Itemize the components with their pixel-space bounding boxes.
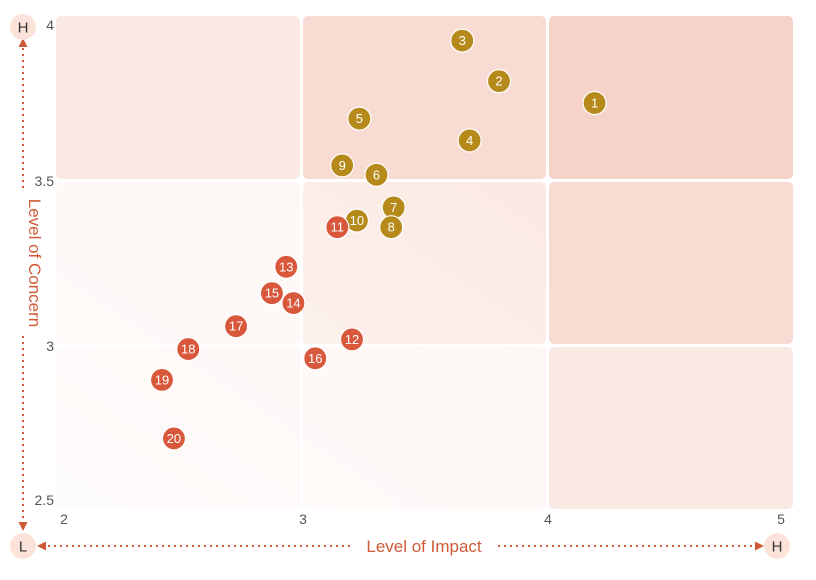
data-point-label: 9 [339,158,346,173]
data-point-label: 5 [356,111,363,126]
y-tick-label: 3.5 [35,173,55,189]
tick-labels: 2 3 4 5 2.5 3 3.5 4 [35,17,786,527]
y-end-label-badge [10,14,36,40]
x-axis-title: Level of Impact [366,537,482,556]
data-point-9: 9 [330,153,355,178]
data-point-marker [303,346,328,371]
y-tick-label: 3 [46,338,54,354]
data-point-20: 20 [161,426,187,451]
y-axis-arrow-bottom [18,522,28,531]
data-point-marker [486,69,512,94]
data-point-label: 19 [155,372,169,387]
y-tick-label: 4 [46,17,54,33]
data-point-12: 12 [339,327,365,352]
data-point-marker [161,426,187,451]
data-point-marker [450,28,475,53]
x-axis-arrow-left [37,541,46,551]
data-point-label: 7 [390,200,397,215]
data-point-18: 18 [176,336,201,362]
data-point-label: 1 [591,96,598,111]
data-point-label: 2 [495,74,502,89]
data-point-label: 17 [229,319,243,334]
data-point-5: 5 [347,106,372,131]
data-point-15: 15 [259,281,285,306]
data-point-marker [582,90,607,116]
data-point-6: 6 [364,162,389,187]
data-point-marker [339,327,365,352]
x-tick-label: 2 [60,511,68,527]
data-point-marker [149,367,175,392]
y-tick-label: 2.5 [35,492,55,508]
data-point-marker [223,314,249,339]
x-axis-title-bg [352,535,496,557]
matrix-cell-r2-c2 [549,347,793,509]
x-axis-arrow-right [755,541,764,551]
data-point-label: 11 [331,220,345,235]
data-point-8: 8 [379,215,404,240]
data-point-label: 10 [350,213,364,228]
axes: H L H Level of Impact Level of Concern [10,14,790,559]
data-point-4: 4 [457,128,482,153]
cell-wash [56,182,546,509]
data-point-marker [330,153,355,178]
data-point-marker [259,281,285,306]
data-point-3: 3 [450,28,475,53]
data-point-label: 8 [388,220,395,235]
x-end-label-badge [764,533,790,559]
data-point-marker [176,336,201,362]
data-point-label: 16 [308,351,322,366]
y-axis-title-bg [12,190,34,336]
data-point-17: 17 [223,314,249,339]
data-point-marker [325,215,350,240]
matrix-cell-r1-c2 [549,182,793,344]
data-point-13: 13 [274,254,299,279]
data-point-marker [281,291,306,316]
data-point-label: 18 [181,342,195,357]
x-end-label: H [772,539,783,556]
matrix-cell-r0-c0 [56,16,300,179]
data-point-11: 11 [325,215,350,240]
data-point-label: 3 [459,33,466,48]
y-axis-arrow-top [18,38,28,47]
data-point-1: 1 [582,90,607,116]
data-point-marker [347,106,372,131]
data-point-marker [274,254,299,279]
data-point-label: 6 [373,167,380,182]
data-point-14: 14 [281,291,306,316]
data-point-marker [379,215,404,240]
data-point-16: 16 [303,346,328,371]
x-tick-label: 3 [299,511,307,527]
y-axis-title: Level of Concern [25,199,44,328]
data-point-2: 2 [486,69,512,94]
x-tick-label: 4 [544,511,552,527]
data-point-marker [457,128,482,153]
matrix-cell-r0-c2 [549,16,793,179]
data-point-label: 13 [279,259,293,274]
origin-label-badge [10,533,36,559]
y-end-label: H [18,20,29,37]
data-point-label: 4 [466,133,473,148]
data-point-label: 12 [345,332,359,347]
data-point-label: 14 [286,296,300,311]
data-point-label: 15 [265,286,279,301]
x-tick-label: 5 [777,511,785,527]
data-point-marker [364,162,389,187]
origin-label: L [19,539,27,556]
matrix-cell-r0-c1 [303,16,546,179]
data-point-label: 20 [167,431,181,446]
data-point-19: 19 [149,367,175,392]
